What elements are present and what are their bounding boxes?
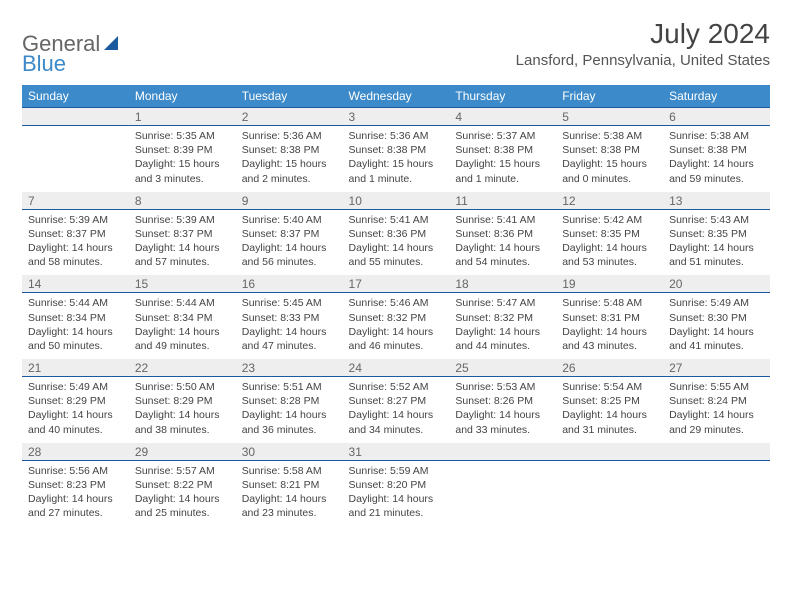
day-number: 1 (129, 108, 236, 126)
day-number (22, 108, 129, 126)
day-number: 17 (343, 275, 450, 293)
day-number: 27 (663, 359, 770, 377)
week-body-row: Sunrise: 5:49 AMSunset: 8:29 PMDaylight:… (22, 377, 770, 443)
day-number: 22 (129, 359, 236, 377)
week-number-row: 123456 (22, 108, 770, 127)
day-cell-body: Sunrise: 5:45 AMSunset: 8:33 PMDaylight:… (236, 293, 343, 359)
day-cell-body: Sunrise: 5:43 AMSunset: 8:35 PMDaylight:… (663, 210, 770, 276)
day-number: 15 (129, 275, 236, 293)
day-cell-body: Sunrise: 5:55 AMSunset: 8:24 PMDaylight:… (663, 377, 770, 443)
day-cell-body: Sunrise: 5:38 AMSunset: 8:38 PMDaylight:… (556, 126, 663, 192)
day-cell-body (22, 126, 129, 190)
day-number: 24 (343, 359, 450, 377)
week-number-row: 78910111213 (22, 192, 770, 210)
day-number: 14 (22, 275, 129, 293)
day-number: 31 (343, 443, 450, 461)
day-cell-body: Sunrise: 5:41 AMSunset: 8:36 PMDaylight:… (343, 210, 450, 276)
day-number: 5 (556, 108, 663, 126)
weekday-header: Monday (129, 85, 236, 108)
day-cell-body: Sunrise: 5:49 AMSunset: 8:30 PMDaylight:… (663, 293, 770, 359)
day-number: 3 (343, 108, 450, 126)
weekday-header: Sunday (22, 85, 129, 108)
week-body-row: Sunrise: 5:39 AMSunset: 8:37 PMDaylight:… (22, 210, 770, 276)
day-number: 4 (449, 108, 556, 126)
day-cell-body: Sunrise: 5:50 AMSunset: 8:29 PMDaylight:… (129, 377, 236, 443)
day-cell-body: Sunrise: 5:54 AMSunset: 8:25 PMDaylight:… (556, 377, 663, 443)
day-number: 12 (556, 192, 663, 210)
day-number: 10 (343, 192, 450, 210)
day-cell-body: Sunrise: 5:39 AMSunset: 8:37 PMDaylight:… (129, 210, 236, 276)
day-cell-body (556, 461, 663, 525)
week-number-row: 14151617181920 (22, 275, 770, 293)
day-number (449, 443, 556, 461)
day-cell-body: Sunrise: 5:40 AMSunset: 8:37 PMDaylight:… (236, 210, 343, 276)
day-number: 30 (236, 443, 343, 461)
day-number: 6 (663, 108, 770, 126)
day-cell-body: Sunrise: 5:37 AMSunset: 8:38 PMDaylight:… (449, 126, 556, 192)
day-cell-body: Sunrise: 5:49 AMSunset: 8:29 PMDaylight:… (22, 377, 129, 443)
logo-triangle-icon (104, 36, 118, 50)
day-number: 25 (449, 359, 556, 377)
day-cell-body: Sunrise: 5:56 AMSunset: 8:23 PMDaylight:… (22, 461, 129, 527)
day-number: 18 (449, 275, 556, 293)
day-number: 13 (663, 192, 770, 210)
day-cell-body: Sunrise: 5:46 AMSunset: 8:32 PMDaylight:… (343, 293, 450, 359)
day-number: 2 (236, 108, 343, 126)
week-number-row: 28293031 (22, 443, 770, 461)
day-number: 26 (556, 359, 663, 377)
day-number: 21 (22, 359, 129, 377)
day-number: 29 (129, 443, 236, 461)
weekday-header: Thursday (449, 85, 556, 108)
day-cell-body: Sunrise: 5:57 AMSunset: 8:22 PMDaylight:… (129, 461, 236, 527)
day-cell-body: Sunrise: 5:59 AMSunset: 8:20 PMDaylight:… (343, 461, 450, 527)
day-number: 8 (129, 192, 236, 210)
day-cell-body: Sunrise: 5:52 AMSunset: 8:27 PMDaylight:… (343, 377, 450, 443)
day-cell-body: Sunrise: 5:41 AMSunset: 8:36 PMDaylight:… (449, 210, 556, 276)
day-number: 11 (449, 192, 556, 210)
weekday-header: Friday (556, 85, 663, 108)
weekday-header: Saturday (663, 85, 770, 108)
week-body-row: Sunrise: 5:35 AMSunset: 8:39 PMDaylight:… (22, 126, 770, 192)
day-cell-body: Sunrise: 5:58 AMSunset: 8:21 PMDaylight:… (236, 461, 343, 527)
day-cell-body: Sunrise: 5:36 AMSunset: 8:38 PMDaylight:… (236, 126, 343, 192)
day-number: 28 (22, 443, 129, 461)
day-cell-body (663, 461, 770, 525)
day-cell-body: Sunrise: 5:36 AMSunset: 8:38 PMDaylight:… (343, 126, 450, 192)
weekday-header-row: SundayMondayTuesdayWednesdayThursdayFrid… (22, 85, 770, 108)
day-cell-body: Sunrise: 5:44 AMSunset: 8:34 PMDaylight:… (129, 293, 236, 359)
day-number: 23 (236, 359, 343, 377)
day-cell-body: Sunrise: 5:35 AMSunset: 8:39 PMDaylight:… (129, 126, 236, 192)
day-number (663, 443, 770, 461)
day-cell-body (449, 461, 556, 525)
week-body-row: Sunrise: 5:56 AMSunset: 8:23 PMDaylight:… (22, 461, 770, 527)
day-cell-body: Sunrise: 5:47 AMSunset: 8:32 PMDaylight:… (449, 293, 556, 359)
day-cell-body: Sunrise: 5:48 AMSunset: 8:31 PMDaylight:… (556, 293, 663, 359)
month-title: July 2024 (516, 18, 770, 50)
day-cell-body: Sunrise: 5:44 AMSunset: 8:34 PMDaylight:… (22, 293, 129, 359)
logo-text-blue: Blue (22, 51, 770, 77)
day-number: 9 (236, 192, 343, 210)
calendar-table: SundayMondayTuesdayWednesdayThursdayFrid… (22, 85, 770, 526)
day-cell-body: Sunrise: 5:51 AMSunset: 8:28 PMDaylight:… (236, 377, 343, 443)
weekday-header: Wednesday (343, 85, 450, 108)
day-cell-body: Sunrise: 5:53 AMSunset: 8:26 PMDaylight:… (449, 377, 556, 443)
day-number: 7 (22, 192, 129, 210)
weekday-header: Tuesday (236, 85, 343, 108)
day-cell-body: Sunrise: 5:38 AMSunset: 8:38 PMDaylight:… (663, 126, 770, 192)
week-body-row: Sunrise: 5:44 AMSunset: 8:34 PMDaylight:… (22, 293, 770, 359)
day-number (556, 443, 663, 461)
day-cell-body: Sunrise: 5:39 AMSunset: 8:37 PMDaylight:… (22, 210, 129, 276)
day-cell-body: Sunrise: 5:42 AMSunset: 8:35 PMDaylight:… (556, 210, 663, 276)
day-number: 19 (556, 275, 663, 293)
week-number-row: 21222324252627 (22, 359, 770, 377)
day-number: 16 (236, 275, 343, 293)
day-number: 20 (663, 275, 770, 293)
